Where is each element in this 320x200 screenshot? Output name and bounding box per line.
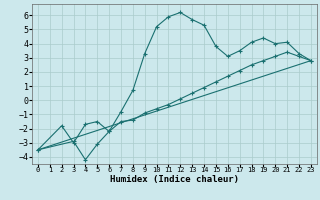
X-axis label: Humidex (Indice chaleur): Humidex (Indice chaleur) xyxy=(110,175,239,184)
